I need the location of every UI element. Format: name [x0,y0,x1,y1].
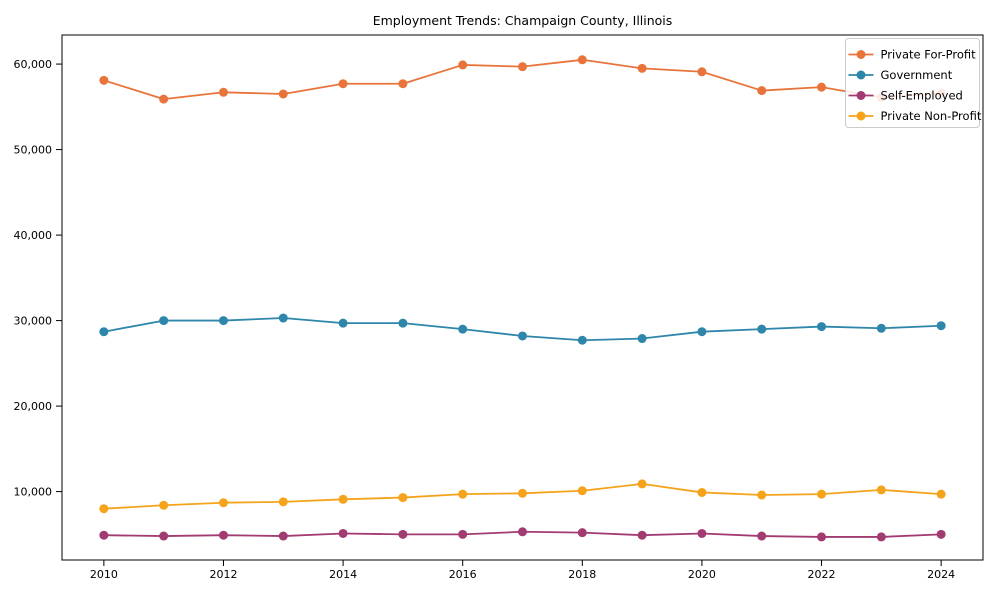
data-point-private-non-profit [637,479,647,489]
data-point-private-for-profit [757,86,767,96]
legend-item-private-non-profit: Private Non-Profit [881,109,982,123]
data-point-private-non-profit [398,493,408,503]
data-point-self-employed [458,529,468,539]
data-point-government [218,316,228,326]
x-tick-label: 2020 [688,568,716,581]
data-point-self-employed [876,532,886,542]
data-point-private-non-profit [218,498,228,508]
data-point-government [159,316,169,326]
data-point-government [518,331,527,341]
x-tick-label: 2014 [329,568,357,581]
data-point-self-employed [338,528,348,538]
data-point-private-for-profit [278,89,288,99]
legend-item-government: Government [881,68,953,82]
data-point-private-non-profit [278,497,288,507]
x-tick-label: 2018 [568,568,596,581]
y-tick-label: 10,000 [14,486,53,499]
data-point-self-employed [518,527,527,537]
y-tick-label: 30,000 [14,315,53,328]
data-point-private-non-profit [876,485,886,495]
data-point-government [637,334,647,344]
legend-swatch-marker-self-employed [856,91,866,100]
data-point-government [577,335,587,345]
data-point-self-employed [936,529,946,539]
data-point-private-for-profit [398,79,408,89]
data-point-government [278,313,288,323]
data-point-private-non-profit [697,487,707,497]
legend-item-private-for-profit: Private For-Profit [881,48,977,62]
data-point-government [99,327,109,337]
data-point-private-for-profit [458,60,468,70]
data-point-private-non-profit [338,494,348,504]
y-tick-label: 50,000 [14,144,53,157]
data-point-private-non-profit [936,489,946,499]
data-point-self-employed [697,528,707,538]
data-point-private-for-profit [159,94,169,104]
data-point-self-employed [398,529,408,539]
data-point-private-for-profit [697,67,707,77]
data-point-private-for-profit [637,63,647,73]
data-point-private-for-profit [577,55,587,65]
data-point-government [757,324,767,334]
data-point-private-for-profit [99,75,109,85]
data-point-self-employed [817,532,827,542]
data-point-government [876,323,886,333]
data-point-private-for-profit [518,62,527,72]
data-point-private-non-profit [159,500,169,510]
x-tick-label: 2012 [209,568,237,581]
data-point-self-employed [757,531,767,541]
data-point-government [817,322,827,332]
data-point-private-non-profit [577,486,587,496]
data-point-government [398,318,408,328]
legend-item-self-employed: Self-Employed [881,89,963,103]
x-tick-label: 2016 [449,568,477,581]
data-point-private-for-profit [338,79,348,89]
data-point-private-non-profit [518,488,527,498]
data-point-self-employed [577,528,587,538]
data-point-self-employed [99,530,109,540]
data-point-self-employed [159,531,169,541]
legend-swatch-marker-private-non-profit [856,111,866,121]
y-tick-label: 20,000 [14,400,53,413]
x-tick-label: 2022 [808,568,836,581]
legend-swatch-marker-private-for-profit [856,50,866,59]
x-tick-label: 2010 [90,568,118,581]
y-tick-label: 40,000 [14,229,53,242]
y-tick-label: 60,000 [14,58,53,71]
data-point-self-employed [278,531,288,541]
data-point-self-employed [218,530,228,540]
x-tick-label: 2024 [927,568,955,581]
data-point-private-non-profit [99,504,109,514]
data-point-government [697,327,707,337]
data-point-self-employed [637,530,647,540]
data-point-private-for-profit [817,82,827,92]
data-point-private-non-profit [817,489,827,499]
data-point-government [936,321,946,331]
data-point-government [338,318,348,328]
legend-box [845,38,980,128]
chart-title: Employment Trends: Champaign County, Ill… [373,13,673,28]
plot-frame [61,34,984,561]
data-point-government [458,324,468,334]
data-point-private-for-profit [218,87,228,97]
data-point-private-non-profit [757,490,767,500]
legend-swatch-marker-government [856,70,866,80]
data-point-private-non-profit [458,489,468,499]
